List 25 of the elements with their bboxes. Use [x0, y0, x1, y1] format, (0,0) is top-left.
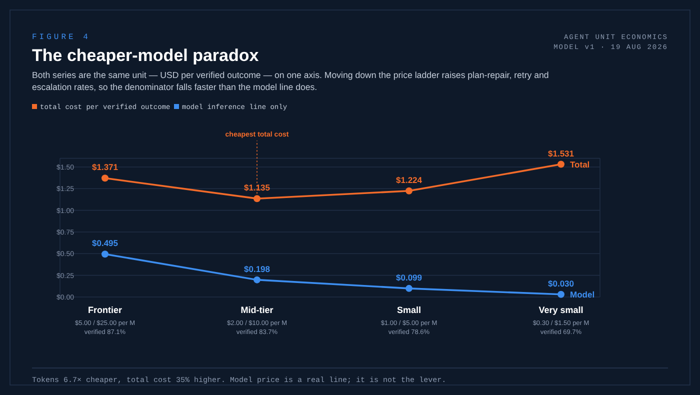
data-label: $1.531 [548, 148, 574, 158]
point [558, 160, 564, 168]
point [254, 195, 260, 202]
annotation: Model [570, 289, 595, 300]
point [102, 250, 108, 258]
x-tick-label: Small $1.00 / $5.00 per M verified 78.6% [380, 305, 438, 336]
point [406, 187, 412, 194]
x-tick-label: Frontier $5.00 / $25.00 per M verified 87.1% [75, 305, 135, 336]
x-tick-label: Very small $0.30 / $1.50 per M verified 69.7% [532, 305, 590, 336]
chart-title: The cheaper-model paradox [32, 46, 260, 65]
point [558, 290, 564, 298]
point [406, 284, 412, 292]
data-label: $0.198 [244, 264, 270, 274]
data-label: $1.135 [244, 182, 270, 193]
point [102, 174, 108, 182]
caption: FIGURE 4 [32, 33, 90, 42]
chart-subtitle: Both series are the same unit — USD per verified outcome — on one axis. Moving down the price ladder raises plan-repair, retry and escalation rates, so the denominator falls faster than the model line does. [32, 70, 549, 92]
data-label: $1.224 [396, 174, 422, 185]
data-label: $0.030 [548, 278, 574, 288]
annotation: Total [570, 159, 590, 170]
data-label: $0.099 [396, 272, 422, 282]
point [254, 276, 260, 284]
data-label: $0.495 [92, 238, 118, 248]
x-tick-label: Mid-tier $2.00 / $10.00 per M verified 83.7% [227, 305, 287, 336]
data-label: $1.371 [92, 162, 118, 172]
